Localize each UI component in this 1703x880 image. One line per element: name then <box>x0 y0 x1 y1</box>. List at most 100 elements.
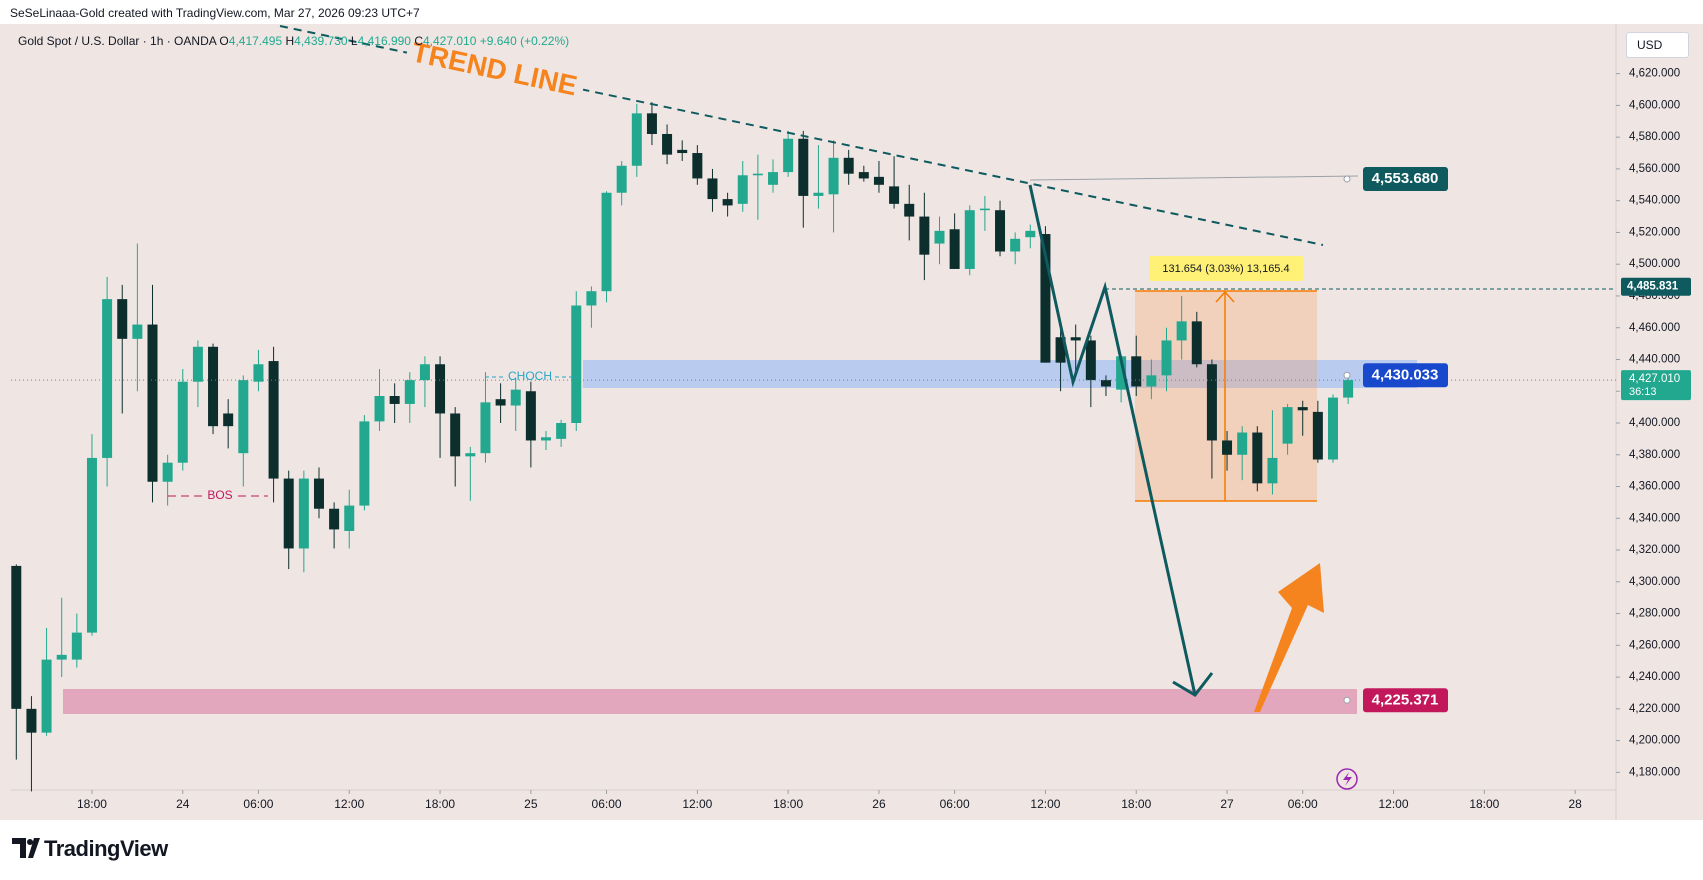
candle-body <box>1282 407 1293 444</box>
candle-body <box>389 396 400 404</box>
candle-body <box>192 346 203 382</box>
y-tick-label: 4,320.000 <box>1629 544 1680 556</box>
x-tick-label: 27 <box>1220 797 1234 811</box>
bos-label: BOS <box>207 488 232 502</box>
candle-body <box>329 508 340 530</box>
candle-body <box>480 402 491 454</box>
trend-label-bg <box>402 29 588 113</box>
candle-body <box>858 172 869 179</box>
x-tick-label: 18:00 <box>1469 797 1499 811</box>
candle-body <box>783 138 794 173</box>
candle-body <box>707 178 718 200</box>
candle-body <box>313 478 324 509</box>
candle-body <box>1252 432 1263 484</box>
candle-body <box>1312 411 1323 460</box>
ohlc-key: O <box>219 34 229 48</box>
y-tick-label: 4,180.000 <box>1629 766 1680 778</box>
candle-body <box>1070 337 1081 341</box>
candle-body <box>964 210 975 269</box>
level-box <box>1363 166 1448 191</box>
y-tick-label: 4,220.000 <box>1629 703 1680 715</box>
measure-box <box>1135 291 1317 501</box>
candle-body <box>102 299 113 458</box>
candle-body <box>934 230 945 244</box>
alert-icon[interactable] <box>1336 768 1358 790</box>
candle-body <box>132 324 143 339</box>
candle-body <box>631 113 642 166</box>
candle-body <box>768 172 779 185</box>
candle-body <box>995 210 1006 252</box>
level-box <box>1363 688 1448 713</box>
candle-body <box>162 462 173 482</box>
choch-zone <box>583 360 1417 388</box>
countdown: 36:13 <box>1629 386 1657 398</box>
change: +9.640 (+0.22%) <box>479 34 570 48</box>
y-tick-label: 4,400.000 <box>1629 417 1680 429</box>
ohlc-key: L <box>350 34 358 48</box>
candle-body <box>586 291 597 306</box>
measure-text: 131.654 (3.03%) 13,165.4 <box>1162 263 1289 275</box>
y-tick-label: 4,600.000 <box>1629 99 1680 111</box>
bounce-arrow <box>1254 563 1324 712</box>
x-tick-label: 06:00 <box>243 797 273 811</box>
y-tick-label: 4,380.000 <box>1629 449 1680 461</box>
chart-background <box>0 24 1703 820</box>
candle-body <box>1040 234 1051 363</box>
header: SeSeLinaaa-Gold created with TradingView… <box>10 6 420 20</box>
candle-body <box>268 361 279 479</box>
level-label: 4,225.371 <box>1372 691 1439 708</box>
candle-body <box>1055 337 1066 363</box>
candle-body <box>71 632 82 660</box>
currency-button[interactable]: USD <box>1626 32 1689 58</box>
y-tick-label: 4,620.000 <box>1629 68 1680 80</box>
choch-label: CHOCH <box>508 369 552 383</box>
candle-body <box>177 381 188 463</box>
candle-body <box>435 364 446 414</box>
y-tick-label: 4,560.000 <box>1629 163 1680 175</box>
y-tick-label: 4,340.000 <box>1629 512 1680 524</box>
y-tick-label: 4,520.000 <box>1629 226 1680 238</box>
candle-body <box>813 192 824 196</box>
candle-body <box>1161 340 1172 376</box>
symbol: Gold Spot / U.S. Dollar · 1h · OANDA <box>18 34 217 48</box>
candle-body <box>208 346 219 427</box>
ohlc-value: 4,416.990 <box>357 34 411 48</box>
candle-body <box>86 457 97 633</box>
candle-body <box>571 305 582 423</box>
candle-body <box>1267 457 1278 484</box>
candle-body <box>283 478 294 549</box>
logo-dot <box>27 839 33 845</box>
candle-body <box>1343 380 1354 398</box>
candle-body <box>525 391 536 441</box>
level-box <box>1363 363 1448 388</box>
measure-arrowhead <box>1215 290 1235 303</box>
candle-body <box>450 413 461 457</box>
candle-body <box>223 413 234 427</box>
candle-body <box>298 478 309 549</box>
candle-body <box>677 149 688 154</box>
candle-body <box>495 399 506 406</box>
x-tick-label: 12:00 <box>334 797 364 811</box>
candle-body <box>949 229 960 269</box>
logo-icon <box>12 838 40 858</box>
x-tick-label: 24 <box>176 797 190 811</box>
measure-tooltip <box>1149 256 1303 281</box>
candle-body <box>26 708 37 733</box>
candle-body <box>1025 230 1036 238</box>
ohlc-key: C <box>414 34 423 48</box>
candle-body <box>798 138 809 196</box>
last-price-box <box>1621 370 1691 401</box>
ohlc: O4,417.495 H4,439.730 L4,416.990 C4,427.… <box>219 34 476 48</box>
ohlc-key: H <box>285 34 295 48</box>
candle-body <box>828 157 839 195</box>
ohlc-value: 4,439.730 <box>294 34 348 48</box>
y-tick-label: 4,200.000 <box>1629 735 1680 747</box>
x-tick-label: 25 <box>524 797 538 811</box>
y-tick-label: 4,540.000 <box>1629 195 1680 207</box>
candle-body <box>616 165 627 193</box>
candle-body <box>1237 432 1248 455</box>
ohlc-value: 4,427.010 <box>423 34 477 48</box>
x-tick-label: 06:00 <box>940 797 970 811</box>
candle-body <box>1100 380 1111 387</box>
